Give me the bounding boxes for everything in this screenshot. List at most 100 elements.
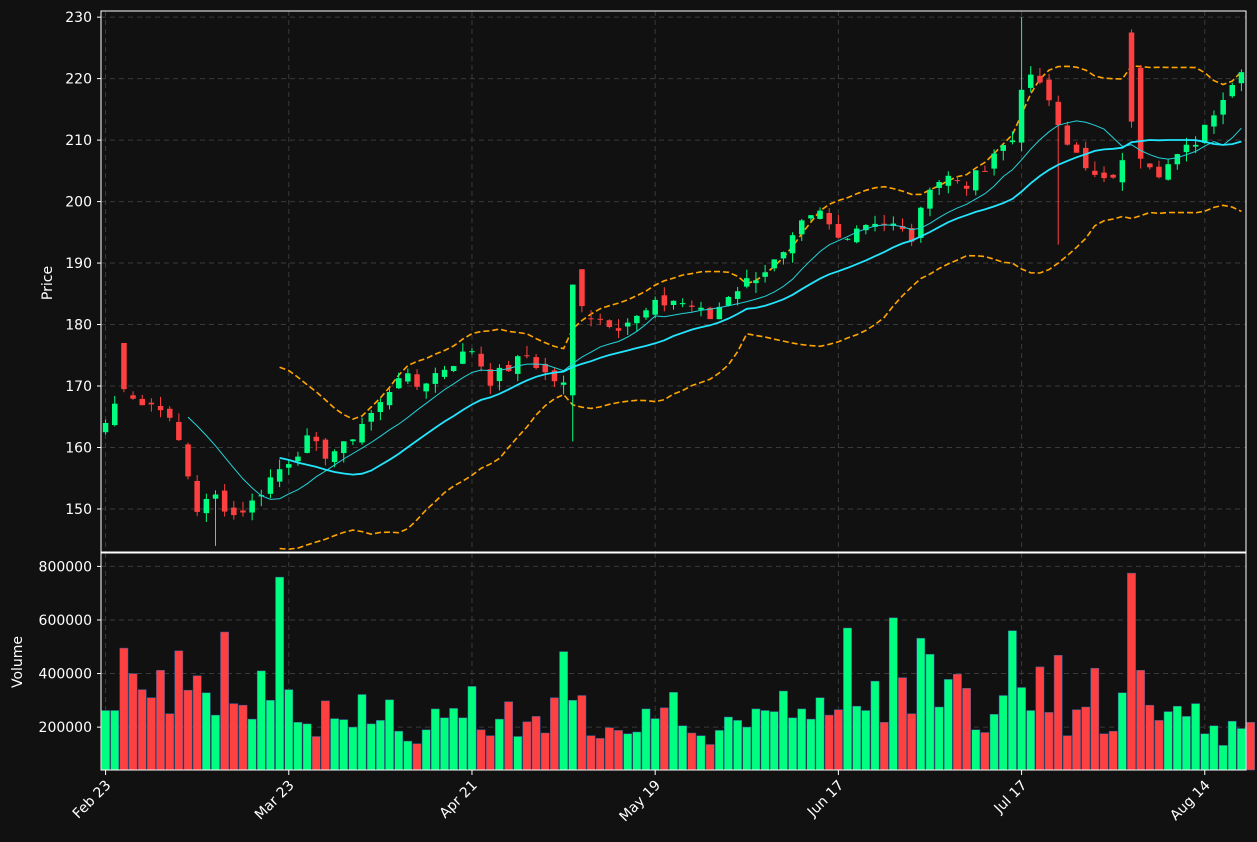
candle-body xyxy=(588,318,594,320)
volume-bar xyxy=(440,717,449,771)
volume-tick-label: 400000 xyxy=(39,667,92,683)
volume-bar xyxy=(705,744,715,771)
volume-bar xyxy=(476,729,486,771)
candle-body xyxy=(698,307,704,310)
volume-bar xyxy=(1227,720,1237,771)
volume-bar xyxy=(769,711,779,771)
volume-bar xyxy=(1044,712,1054,771)
candle-body xyxy=(405,373,411,382)
candle-body xyxy=(817,210,823,219)
bollinger-lower-line xyxy=(279,204,1242,551)
candle-body xyxy=(414,374,420,387)
candle-body xyxy=(478,353,484,367)
candle-body xyxy=(872,223,878,227)
volume-bar xyxy=(1127,572,1136,771)
volume-bar xyxy=(870,680,880,771)
candle-body xyxy=(515,356,521,374)
candle-body xyxy=(359,424,365,443)
volume-bar xyxy=(1209,725,1219,771)
candle-body xyxy=(1202,124,1208,143)
volume-bar xyxy=(1081,706,1091,771)
volume-bar xyxy=(1072,709,1081,771)
candle-body xyxy=(963,185,970,189)
volume-bar xyxy=(531,716,541,771)
candle-body xyxy=(1110,174,1116,178)
volume-bar xyxy=(888,617,898,771)
candle-body xyxy=(102,423,109,433)
candle-body xyxy=(799,220,805,235)
candle-body xyxy=(762,272,768,277)
volume-bar xyxy=(788,717,797,771)
volume-bar xyxy=(321,700,330,771)
volume-bar xyxy=(1154,720,1164,771)
volume-bar xyxy=(302,723,312,771)
candle-body xyxy=(725,297,732,306)
x-axis: Feb 23 Mar 23 Apr 21 May 19 Jun 17 Jul 17 Aug … xyxy=(70,770,1214,825)
price-panel-border xyxy=(100,10,1247,553)
volume-bar xyxy=(971,729,981,771)
volume-bar xyxy=(815,697,825,771)
volume-bar xyxy=(256,670,266,771)
volume-bar xyxy=(540,732,550,771)
candle-body xyxy=(524,355,530,357)
candle-body xyxy=(542,363,548,373)
volume-bar xyxy=(1063,735,1072,771)
bollinger-upper-line xyxy=(279,65,1242,420)
candle-body xyxy=(771,259,777,269)
volume-bar xyxy=(1163,711,1173,771)
volume-bar xyxy=(669,692,678,771)
candle-body xyxy=(249,500,255,513)
volume-bar xyxy=(192,675,202,771)
candle-body xyxy=(396,378,402,389)
volume-bar xyxy=(568,700,578,771)
volume-bar xyxy=(843,627,852,771)
candle-body xyxy=(936,182,942,188)
volume-bar xyxy=(156,670,165,771)
candle-body xyxy=(643,310,649,318)
volume-bar xyxy=(724,716,733,771)
candle-body xyxy=(973,170,979,191)
volume-bar xyxy=(1172,705,1182,771)
price-tick-label: 170 xyxy=(65,379,92,395)
candle-body xyxy=(377,402,384,412)
volume-bar xyxy=(934,706,944,771)
candle-body xyxy=(954,180,961,182)
volume-bar xyxy=(907,713,916,771)
candle-body xyxy=(1229,85,1235,97)
volume-bar xyxy=(119,647,129,771)
volume-bar xyxy=(266,700,275,771)
candle-body xyxy=(322,439,329,459)
candle-body xyxy=(1137,67,1144,159)
candle-body xyxy=(1064,125,1071,145)
candle-body xyxy=(679,303,686,305)
volume-bar xyxy=(1191,703,1200,771)
candle-body xyxy=(689,305,695,307)
volume-bar xyxy=(229,703,239,771)
volume-bar xyxy=(861,710,871,771)
volume-bar xyxy=(916,637,926,771)
candle-body xyxy=(267,477,274,494)
volume-tick-label: 200000 xyxy=(39,720,92,736)
candle-body xyxy=(148,402,155,405)
x-tick-label: May 19 xyxy=(616,778,664,826)
volume-bar xyxy=(412,743,422,771)
volume-bar xyxy=(238,704,248,771)
candle-body xyxy=(286,464,292,468)
volume-bar xyxy=(687,732,697,771)
volume-bar xyxy=(311,736,321,771)
volume-bar xyxy=(605,727,614,771)
candle-body xyxy=(808,215,814,219)
candle-body xyxy=(139,398,145,406)
candle-body xyxy=(597,318,603,320)
candle-body xyxy=(1055,101,1061,125)
volume-bar xyxy=(128,673,138,771)
candle-body xyxy=(469,351,475,353)
volume-bar xyxy=(1035,666,1045,771)
volume-bar xyxy=(595,738,605,771)
price-tick-label: 200 xyxy=(65,195,92,211)
candle-body xyxy=(908,228,915,242)
volume-bar xyxy=(1218,745,1228,771)
candle-body xyxy=(899,226,906,230)
